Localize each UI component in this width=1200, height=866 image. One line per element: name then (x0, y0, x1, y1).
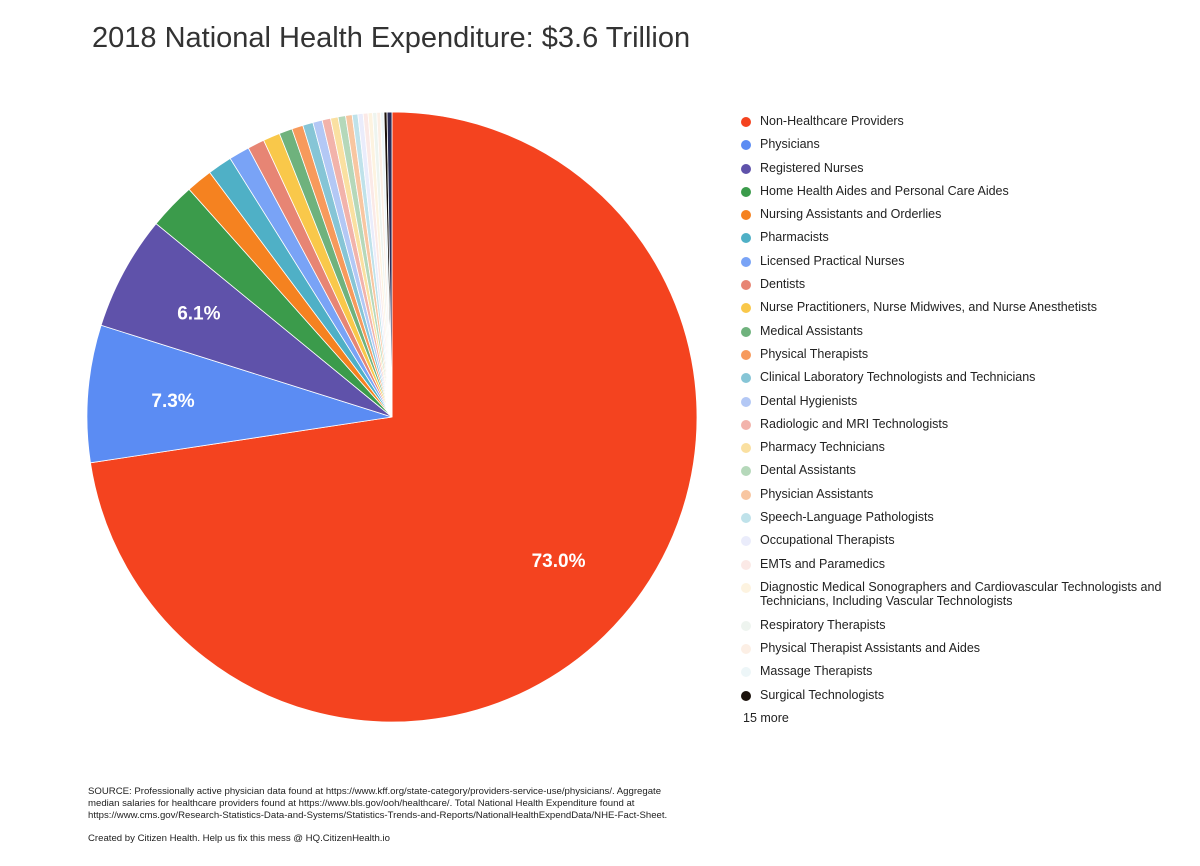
legend-swatch (741, 620, 751, 631)
legend-swatch (741, 210, 751, 221)
pie-slice (86, 324, 393, 464)
legend-swatch (741, 396, 751, 407)
legend-label: EMTs and Paramedics (760, 556, 886, 571)
legend-item: Non-Healthcare Providers (740, 114, 1185, 129)
legend-label: Registered Nurses (760, 160, 864, 175)
legend-swatch (741, 140, 751, 151)
legend-item: Dental Hygienists (740, 394, 1185, 409)
legend-item: Physicians (740, 137, 1185, 152)
legend-swatch (741, 117, 751, 127)
legend-swatch (741, 280, 751, 291)
source-line: median salaries for healthcare providers… (88, 798, 635, 809)
legend-label: Radiologic and MRI Technologists (760, 416, 949, 431)
legend-item: Surgical Technologists (740, 688, 1185, 703)
legend-label: Non-Healthcare Providers (760, 114, 904, 128)
legend-label: Physical Therapist Assistants and Aides (760, 641, 981, 656)
legend-label: Dental Hygienists (760, 393, 858, 408)
chart-legend: Non-Healthcare Providers Physicians Regist… (740, 114, 1185, 725)
source-line: SOURCE: Professionally active physician … (88, 786, 662, 797)
legend-item: Nursing Assistants and Orderlies (740, 207, 1185, 222)
legend-label: Physicians (760, 137, 820, 152)
legend-label: Clinical Laboratory Technologists and Te… (760, 370, 1036, 385)
legend-label: Nursing Assistants and Orderlies (760, 207, 942, 222)
footer: SOURCE: Professionally active physician … (88, 786, 788, 845)
legend-item: Medical Assistants (740, 324, 1185, 339)
legend-swatch (741, 443, 751, 454)
legend-swatch (741, 373, 751, 384)
legend-swatch (741, 667, 751, 678)
legend-swatch (741, 233, 751, 244)
pie-chart: 73.0% 7.3% 6.1% (86, 111, 698, 723)
legend-swatch (741, 536, 751, 547)
legend-item: Physical Therapist Assistants and Aides (740, 641, 1185, 656)
legend-swatch (741, 466, 751, 477)
legend-label: Occupational Therapists (760, 533, 895, 548)
legend-label: Massage Therapists (760, 664, 873, 679)
legend-item: Clinical Laboratory Technologists and Te… (740, 370, 1185, 385)
legend-label: Respiratory Therapists (760, 617, 886, 632)
legend-swatch (741, 256, 751, 267)
source-line: https://www.cms.gov/Research-Statistics-… (88, 810, 668, 821)
legend-label: Medical Assistants (760, 323, 863, 338)
legend-item: Respiratory Therapists (740, 618, 1185, 633)
slice-percent-label: 6.1% (177, 303, 220, 324)
legend-item: Massage Therapists (740, 664, 1185, 679)
legend-swatch (741, 644, 751, 655)
legend-item: Radiologic and MRI Technologists (740, 417, 1185, 432)
pie-slice (386, 111, 393, 418)
legend-item: Speech-Language Pathologists (740, 510, 1185, 525)
slice-percent-label: 73.0% (532, 551, 586, 572)
legend-swatch (741, 326, 751, 337)
legend-swatch (741, 582, 751, 593)
legend-item: Home Health Aides and Personal Care Aide… (740, 184, 1185, 199)
legend-item: Dental Assistants (740, 463, 1185, 478)
legend-item: Pharmacists (740, 230, 1185, 245)
legend-swatch (741, 559, 751, 570)
slice-percent-label: 7.3% (151, 391, 194, 412)
legend-swatch (741, 419, 751, 430)
legend-label: Nurse Practitioners, Nurse Midwives, and… (760, 300, 1097, 315)
legend-label: Physician Assistants (760, 486, 874, 501)
chart-title: 2018 National Health Expenditure: $3.6 T… (92, 22, 691, 54)
legend-label: Dentists (760, 277, 806, 292)
legend-item: Nurse Practitioners, Nurse Midwives, and… (740, 300, 1185, 315)
legend-label: Pharmacy Technicians (760, 440, 885, 455)
legend-label: Licensed Practical Nurses (760, 253, 905, 268)
legend-label: Pharmacists (760, 230, 829, 245)
legend-more-link[interactable]: 15 more (743, 710, 789, 725)
legend-item: Licensed Practical Nurses (740, 254, 1185, 269)
legend-item: Pharmacy Technicians (740, 440, 1185, 455)
legend-label: Surgical Technologists (760, 687, 885, 702)
legend-swatch (741, 303, 751, 314)
legend-label: Physical Therapists (760, 346, 869, 361)
pie-slices (86, 111, 698, 723)
legend-swatch (741, 163, 751, 174)
legend-label: Diagnostic Medical Sonographers and Card… (760, 579, 1162, 609)
legend-item: Physician Assistants (740, 487, 1185, 502)
legend-swatch (741, 186, 751, 197)
legend-label: Speech-Language Pathologists (760, 510, 934, 525)
legend-item: Registered Nurses (740, 161, 1185, 176)
legend-label: Dental Assistants (760, 463, 856, 478)
legend-label: Home Health Aides and Personal Care Aide… (760, 183, 1009, 198)
legend-item: Occupational Therapists (740, 533, 1185, 548)
legend-swatch (741, 349, 751, 360)
legend-item: Diagnostic Medical Sonographers and Card… (740, 580, 1185, 609)
legend-item: EMTs and Paramedics (740, 557, 1185, 572)
legend-item: Physical Therapists (740, 347, 1185, 362)
legend-swatch (741, 489, 751, 500)
pie-slice-labels: 73.0% 7.3% 6.1% (151, 303, 585, 572)
legend-swatch (741, 690, 751, 701)
pie-slice (90, 111, 698, 723)
legend-item: Dentists (740, 277, 1185, 292)
credit-line: Created by Citizen Health. Help us fix t… (88, 833, 390, 844)
legend-swatch (741, 513, 751, 524)
